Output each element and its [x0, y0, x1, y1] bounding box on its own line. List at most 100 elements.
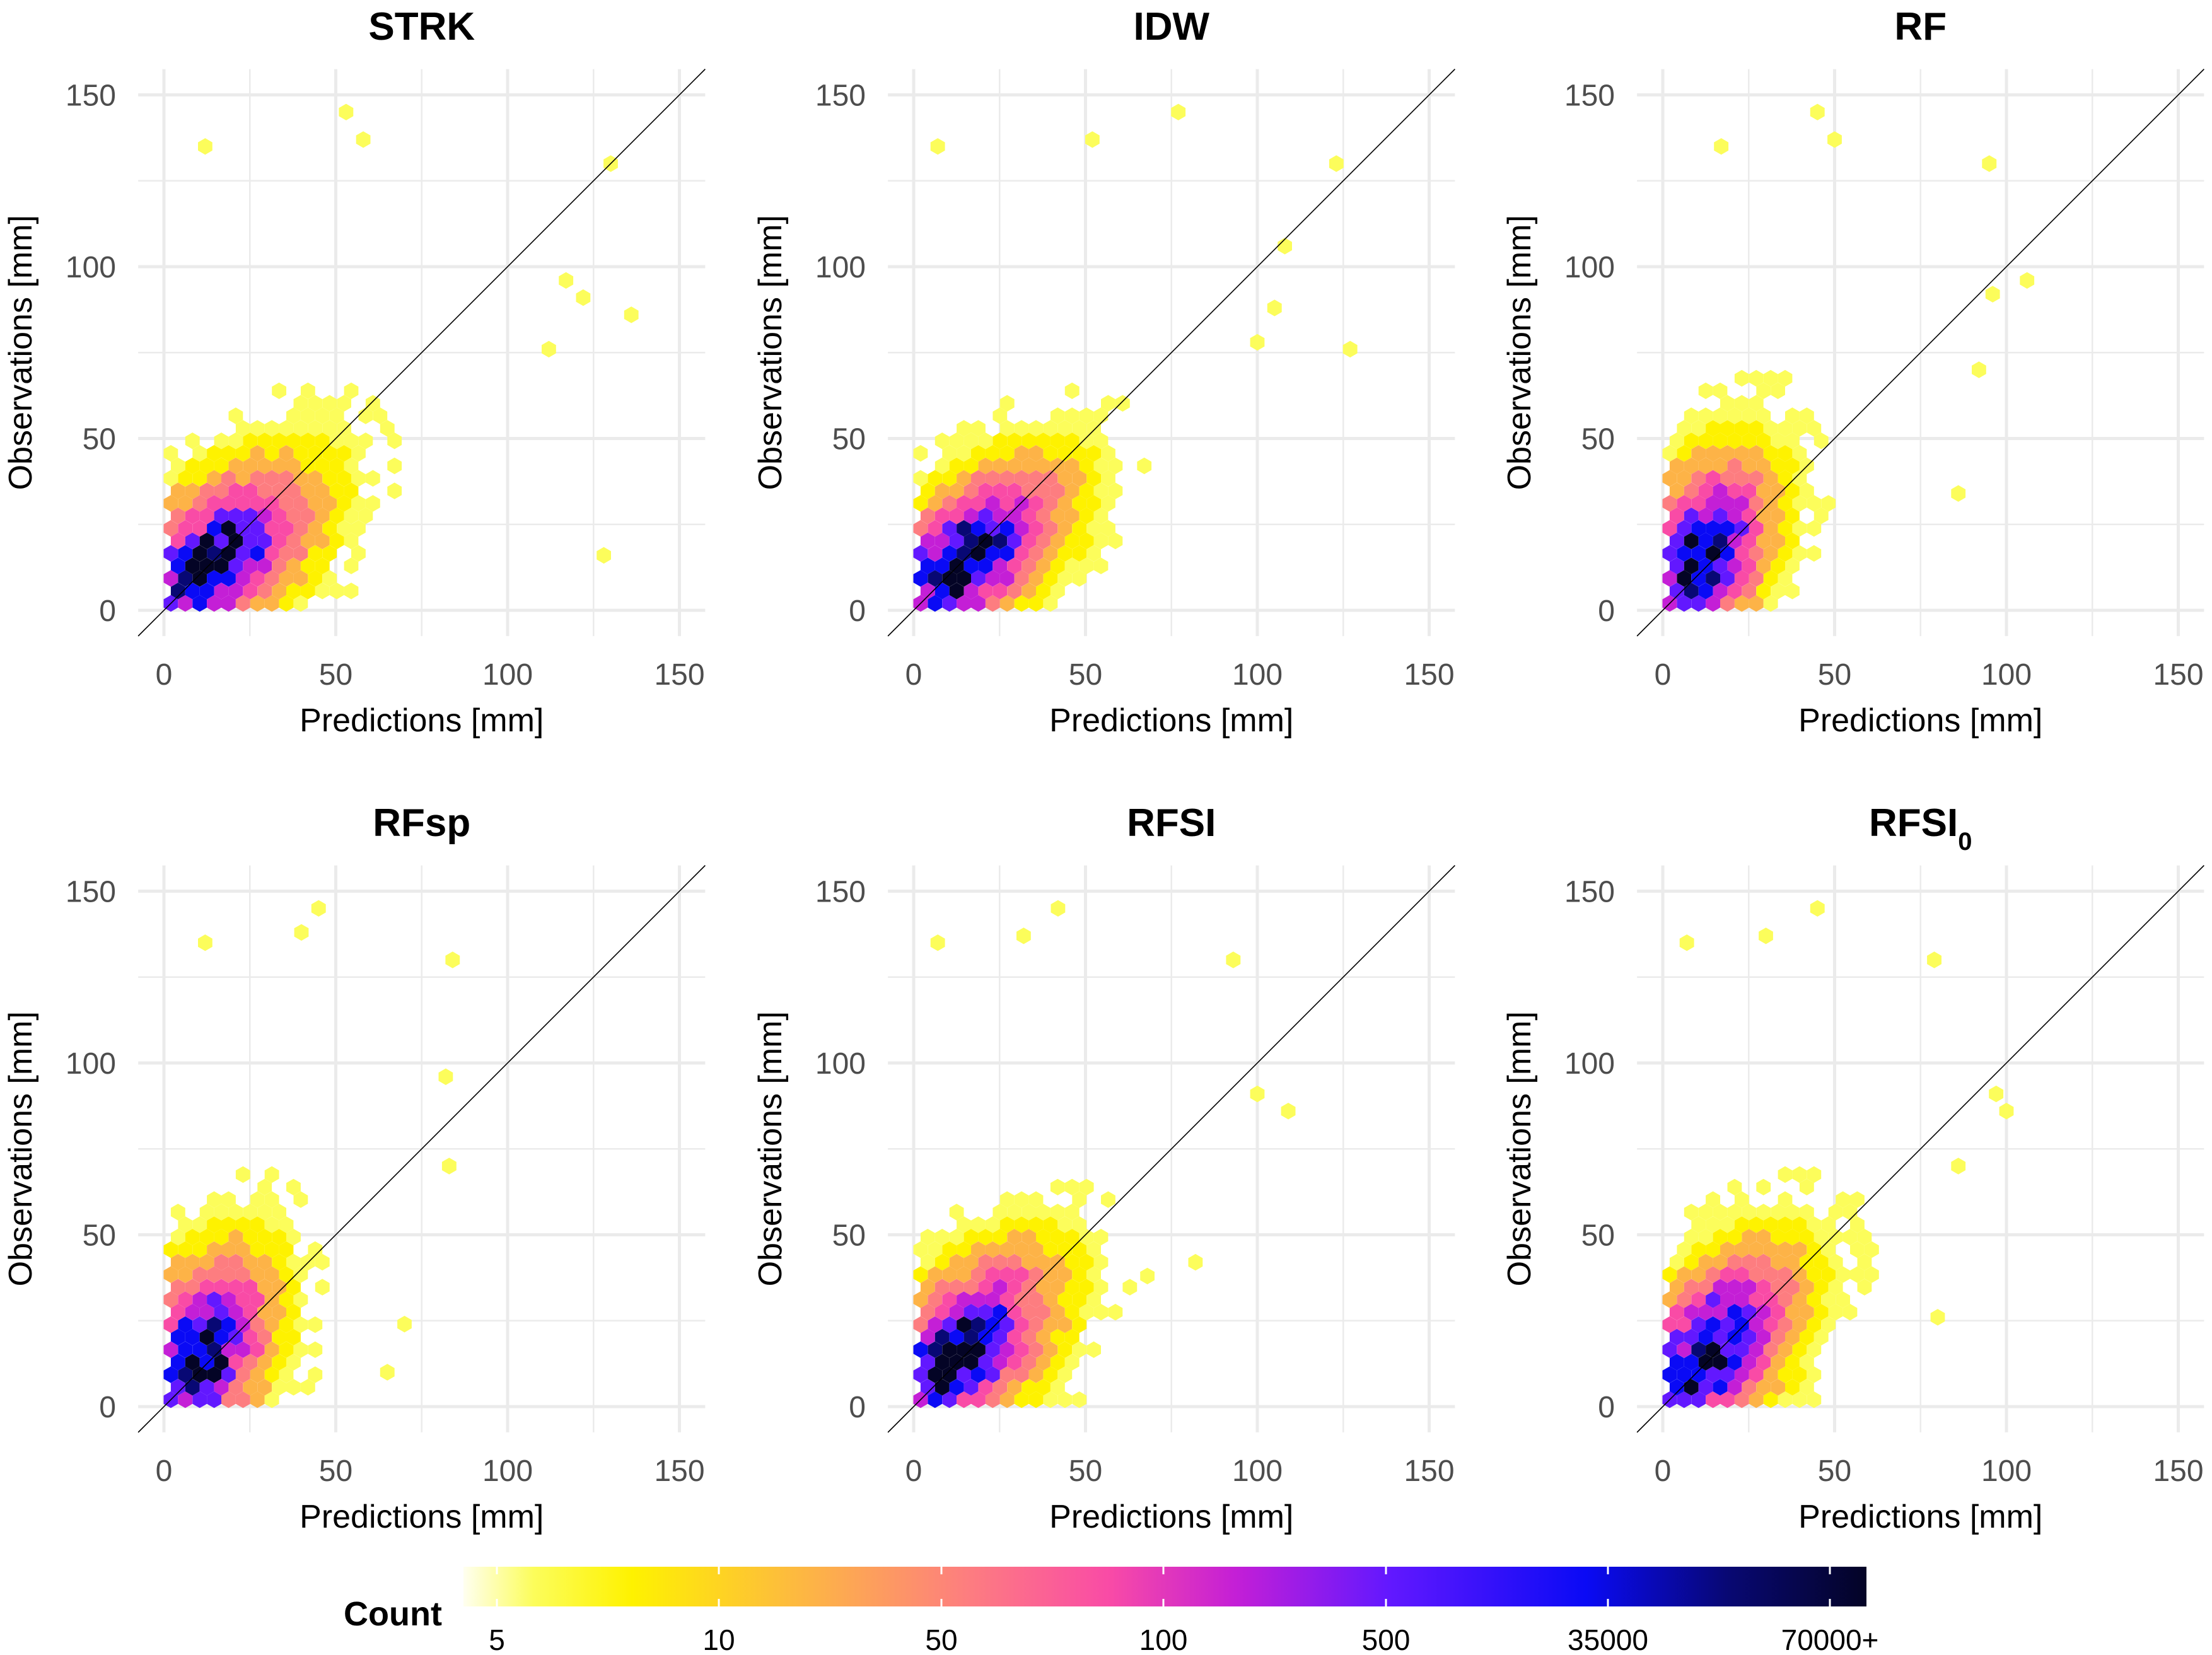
hex-cell: [264, 545, 279, 562]
hex-cell: [934, 1354, 950, 1371]
hex-cell: [1691, 520, 1706, 537]
hex-cell: [1799, 1204, 1814, 1221]
hex-cell: [992, 1328, 1008, 1346]
hex-cell: [1669, 1279, 1684, 1296]
hex-cell: [272, 532, 286, 550]
hex-cell: [1792, 1341, 1807, 1358]
hex-cell: [1778, 520, 1793, 537]
hex-cell: [1662, 1316, 1677, 1333]
hex-cell: [1669, 583, 1684, 600]
hex-cell: [957, 1316, 971, 1333]
hex-cell: [264, 520, 279, 537]
x-tick-label: 100: [1981, 658, 2032, 692]
hex-cell: [1821, 1266, 1836, 1283]
hex-cell: [272, 1204, 286, 1221]
hex-cell: [1727, 433, 1742, 450]
hex-cell: [920, 508, 935, 525]
hex-cell: [300, 433, 315, 450]
hex-cell: [264, 1166, 279, 1183]
hex-cell: [1691, 570, 1706, 587]
x-axis-title: Predictions [mm]: [1049, 1499, 1293, 1535]
hex-cell: [207, 1266, 221, 1283]
hex-cell: [1734, 395, 1749, 412]
y-axis-title: Observations [mm]: [3, 1011, 39, 1286]
hex-cell: [192, 1241, 207, 1258]
hex-cell: [1720, 595, 1735, 612]
hex-cell: [1050, 1328, 1065, 1346]
hex-cell: [1086, 1291, 1101, 1308]
hex-cell: [1698, 382, 1713, 399]
hex-cell: [934, 433, 950, 450]
hex-cell: [1727, 508, 1742, 525]
hex-cell: [351, 444, 366, 462]
hex-cell: [221, 570, 236, 587]
hex-cell: [1698, 433, 1713, 450]
hex-cell: [1050, 482, 1065, 499]
hex-cell: [344, 433, 359, 450]
hex-cell: [1022, 482, 1036, 499]
hex-cell: [1086, 495, 1101, 512]
hex-cell: [1756, 382, 1771, 399]
hex-cell: [235, 1366, 250, 1383]
hex-cell: [1749, 1216, 1764, 1233]
hex-cell: [1734, 595, 1749, 612]
hex-cell: [1807, 1341, 1822, 1358]
hex-cell: [1064, 457, 1080, 475]
y-tick-label: 100: [66, 1047, 116, 1081]
hex-cell: [243, 1229, 258, 1246]
hex-cell: [1792, 1391, 1807, 1408]
hex-cell: [1022, 1229, 1036, 1246]
hex-cell: [949, 583, 964, 600]
hex-cell: [1022, 433, 1036, 450]
hex-cell: [1007, 532, 1022, 550]
hex-cell: [235, 444, 250, 462]
hex-cell: [1807, 1316, 1822, 1333]
hex-cell: [978, 1379, 993, 1396]
hex-cell: [185, 1354, 200, 1371]
hex-cell: [1281, 1103, 1296, 1120]
hex-cell: [178, 545, 193, 562]
hex-cell: [1691, 420, 1706, 437]
identity-line: [137, 69, 706, 637]
hex-cell: [1086, 444, 1101, 462]
hex-cell: [1792, 420, 1807, 437]
hex-cell: [178, 570, 193, 587]
y-tick-label: 150: [815, 79, 866, 113]
hex-cell: [963, 433, 979, 450]
hex-cell: [1792, 1366, 1807, 1383]
hex-cell: [1785, 583, 1800, 600]
hex-cell: [1763, 570, 1778, 587]
hex-cell: [1014, 1341, 1029, 1358]
hex-cell: [1706, 1391, 1720, 1408]
hex-cell: [1742, 482, 1757, 499]
hex-cell: [1807, 1241, 1822, 1258]
hex-cell: [1792, 1166, 1807, 1183]
hex-cell: [1014, 1366, 1029, 1383]
hex-cell: [272, 1379, 286, 1396]
hex-cell: [329, 482, 344, 499]
hex-cell: [1720, 520, 1735, 537]
hex-cell: [1951, 1158, 1966, 1175]
hex-cell: [337, 395, 351, 412]
hex-cell: [185, 532, 200, 550]
hex-cell: [1857, 1253, 1872, 1271]
hexbin-cells: [163, 103, 639, 612]
hex-cell: [1792, 1266, 1807, 1283]
hex-cell: [1771, 1204, 1785, 1221]
hex-cell: [315, 407, 330, 424]
hex-cell: [1763, 1366, 1778, 1383]
hex-cell: [214, 583, 229, 600]
y-axis-title: Observations [mm]: [752, 215, 789, 490]
hex-cell: [942, 444, 957, 462]
hex-cell: [1007, 1304, 1022, 1321]
hex-cell: [387, 457, 402, 475]
hex-cell: [1763, 520, 1778, 537]
hex-cell: [178, 1341, 193, 1358]
hex-cell: [1022, 1253, 1036, 1271]
hex-cell: [949, 433, 964, 450]
hex-cell: [942, 570, 957, 587]
hex-cell: [207, 1316, 221, 1333]
hex-cell: [928, 1291, 943, 1308]
hex-cell: [1028, 470, 1044, 487]
